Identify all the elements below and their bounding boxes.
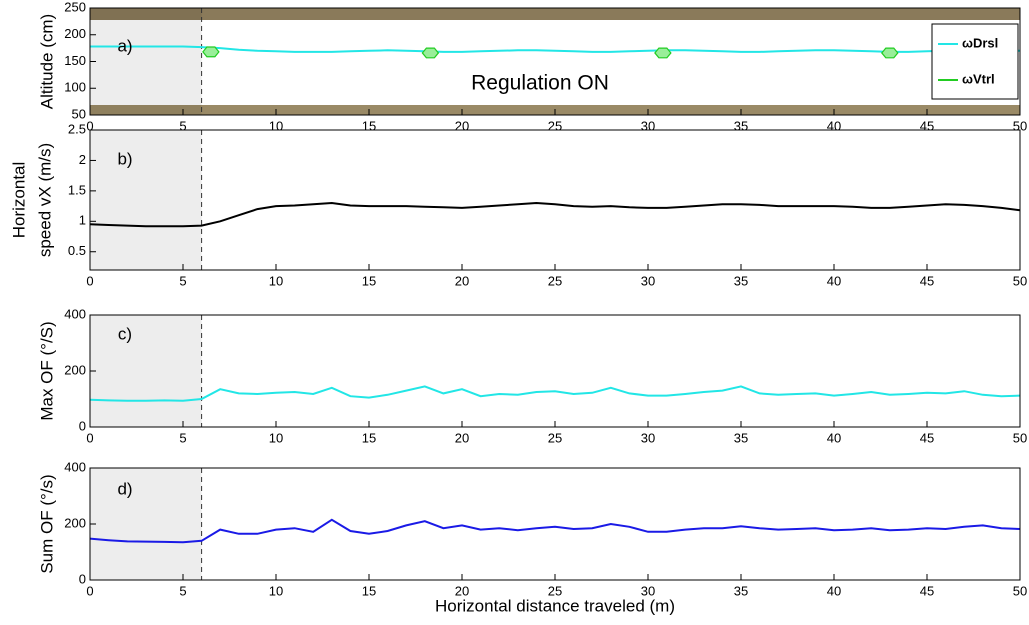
x-tick-label: 5	[179, 273, 186, 288]
x-tick-label: 10	[269, 273, 283, 288]
shaded-region	[90, 130, 202, 270]
y-tick-label: 400	[64, 459, 86, 474]
y-tick-label: 100	[64, 80, 86, 95]
legend-entry: ωVtrl	[962, 71, 995, 86]
marker	[202, 46, 220, 58]
x-tick-label: 0	[86, 118, 93, 133]
x-tick-label: 10	[269, 430, 283, 445]
x-tick-label: 45	[920, 273, 934, 288]
x-tick-label: 30	[641, 273, 655, 288]
marker	[421, 47, 440, 59]
x-tick-label: 30	[641, 430, 655, 445]
x-tick-label: 15	[362, 583, 376, 598]
x-tick-label: 5	[179, 583, 186, 598]
y-axis-label: speed vX (m/s)	[35, 143, 54, 257]
plot-frame	[89, 7, 1021, 116]
shaded-region	[90, 468, 202, 580]
y-axis-label: Max OF (°/S)	[37, 321, 56, 420]
plot-frame	[89, 314, 1021, 428]
y-axis-label: Sum OF (°/s)	[37, 474, 56, 573]
x-axis-label: Horizontal distance traveled (m)	[435, 596, 675, 615]
x-tick-label: 25	[548, 118, 562, 133]
x-tick-label: 25	[548, 273, 562, 288]
x-tick-label: 35	[734, 273, 748, 288]
annotation: a)	[117, 36, 132, 55]
x-tick-label: 20	[455, 583, 469, 598]
x-tick-label: 10	[269, 118, 283, 133]
y-tick-label: 2.5	[68, 121, 86, 136]
annotation: c)	[118, 324, 132, 343]
x-tick-label: 15	[362, 273, 376, 288]
x-tick-label: 15	[362, 430, 376, 445]
x-tick-label: 45	[920, 118, 934, 133]
shaded-region	[90, 8, 202, 115]
shaded-region	[90, 315, 202, 427]
annotation: b)	[117, 149, 132, 168]
y-tick-label: 1.5	[68, 182, 86, 197]
x-tick-label: 5	[179, 118, 186, 133]
x-tick-label: 35	[734, 583, 748, 598]
y-tick-label: 0	[79, 418, 86, 433]
y-tick-label: 400	[64, 306, 86, 321]
x-tick-label: 10	[269, 583, 283, 598]
foliage-strip	[90, 8, 1020, 20]
marker	[881, 47, 899, 59]
x-tick-label: 30	[641, 118, 655, 133]
x-tick-label: 15	[362, 118, 376, 133]
plot-frame	[89, 467, 1021, 581]
y-tick-label: 50	[72, 106, 86, 121]
plot-frame	[89, 129, 1021, 271]
x-tick-label: 50	[1013, 273, 1027, 288]
marker	[654, 47, 672, 59]
x-tick-label: 20	[455, 273, 469, 288]
x-tick-label: 0	[86, 273, 93, 288]
y-tick-label: 2	[79, 152, 86, 167]
x-tick-label: 45	[920, 430, 934, 445]
annotation: d)	[117, 479, 132, 498]
series-line	[90, 45, 1020, 53]
x-tick-label: 5	[179, 430, 186, 445]
x-tick-label: 50	[1013, 430, 1027, 445]
x-tick-label: 50	[1013, 583, 1027, 598]
x-tick-label: 35	[734, 118, 748, 133]
x-tick-label: 40	[827, 430, 841, 445]
annotation: Regulation ON	[471, 72, 609, 95]
y-tick-label: 250	[64, 0, 86, 14]
y-axis-label: Horizontal	[9, 162, 28, 239]
x-tick-label: 30	[641, 583, 655, 598]
x-tick-label: 25	[548, 430, 562, 445]
legend-entry: ωDrsl	[962, 35, 998, 50]
y-tick-label: 0.5	[68, 243, 86, 258]
y-axis-label: Altitude (cm)	[37, 14, 56, 109]
legend-box	[931, 23, 1019, 100]
x-tick-label: 35	[734, 430, 748, 445]
x-tick-label: 0	[86, 583, 93, 598]
y-tick-label: 200	[64, 26, 86, 41]
x-tick-label: 45	[920, 583, 934, 598]
y-tick-label: 1	[79, 213, 86, 228]
y-tick-label: 0	[79, 571, 86, 586]
x-tick-label: 0	[86, 430, 93, 445]
x-tick-label: 20	[455, 430, 469, 445]
series-line	[89, 201, 1021, 228]
x-tick-label: 40	[827, 118, 841, 133]
x-tick-label: 25	[548, 583, 562, 598]
y-tick-label: 200	[64, 362, 86, 377]
series-line	[89, 518, 1021, 544]
y-tick-label: 150	[64, 53, 86, 68]
x-tick-label: 40	[827, 583, 841, 598]
series-line	[89, 385, 1021, 402]
x-tick-label: 40	[827, 273, 841, 288]
x-tick-label: 20	[455, 118, 469, 133]
y-tick-label: 200	[64, 515, 86, 530]
